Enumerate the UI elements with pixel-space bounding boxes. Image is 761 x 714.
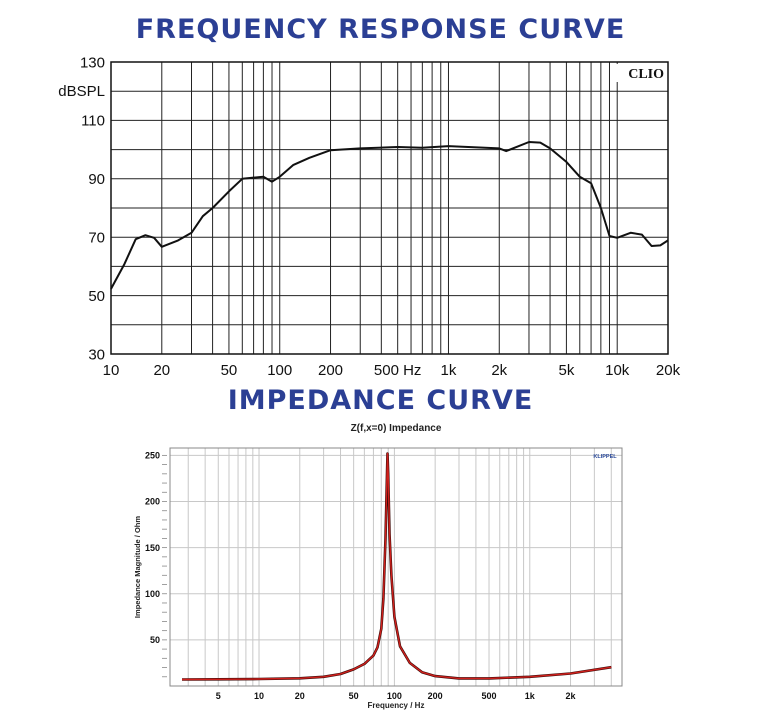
impedance-heading: IMPEDANCE CURVE [227, 385, 534, 416]
x-tick-label: 20 [153, 362, 170, 379]
logo-background [615, 64, 665, 82]
x-tick-label: 2k [491, 362, 507, 379]
klippel-logo: KLIPPEL [593, 454, 617, 460]
x-axis-label: Frequency / Hz [368, 701, 425, 710]
x-tick-label: 20 [295, 691, 305, 701]
x-tick-label: 100 [267, 362, 292, 379]
x-tick-label: 10 [254, 691, 264, 701]
series-line [110, 141, 669, 290]
x-tick-label: 5 [216, 691, 221, 701]
x-tick-label: 10 [103, 362, 120, 379]
y-tick-label: 100 [145, 589, 160, 599]
x-tick-label: 2k [566, 691, 577, 701]
plot-frame [169, 447, 623, 687]
x-tick-label: 100 [387, 691, 402, 701]
y-tick-label: 150 [145, 543, 160, 553]
x-tick-label: 1k [525, 691, 536, 701]
x-tick-label: 5k [558, 362, 574, 379]
x-tick-label: 200 [428, 691, 443, 701]
y-tick-label: 30 [88, 346, 105, 363]
x-tick-label: 1k [441, 362, 457, 379]
chart-title: Z(f,x=0) Impedance [351, 423, 442, 434]
y-axis-label: dBSPL [58, 83, 105, 100]
x-tick-label: 500 [482, 691, 497, 701]
x-tick-label: 200 [318, 362, 343, 379]
y-tick-label: 50 [88, 288, 105, 305]
x-tick-label: 50 [221, 362, 238, 379]
y-axis-label: Impedance Magnitude / Ohm [133, 516, 142, 618]
y-tick-label: 50 [150, 635, 160, 645]
plot-frame [110, 61, 669, 355]
y-tick-label: 110 [81, 113, 105, 130]
frequency-response-chart: 10 20 50 100 200 500 Hz 1k 2k 5k 10k 20k 130 110 90 70… [58, 54, 681, 379]
x-tick-label: 500 Hz [374, 362, 422, 379]
y-tick-label: 200 [145, 497, 160, 507]
y-tick-label: 130 [80, 54, 105, 71]
y-tick-label: 90 [88, 171, 105, 188]
y-tick-label: 70 [88, 229, 105, 246]
frequency-response-heading: FREQUENCY RESPONSE CURVE [135, 14, 626, 45]
x-tick-label: 20k [656, 362, 681, 379]
x-tick-label: 10k [605, 362, 630, 379]
y-tick-label: 250 [145, 451, 160, 461]
clio-logo: CLIO [628, 67, 664, 82]
x-tick-label: 50 [349, 691, 359, 701]
series-line [181, 452, 612, 681]
